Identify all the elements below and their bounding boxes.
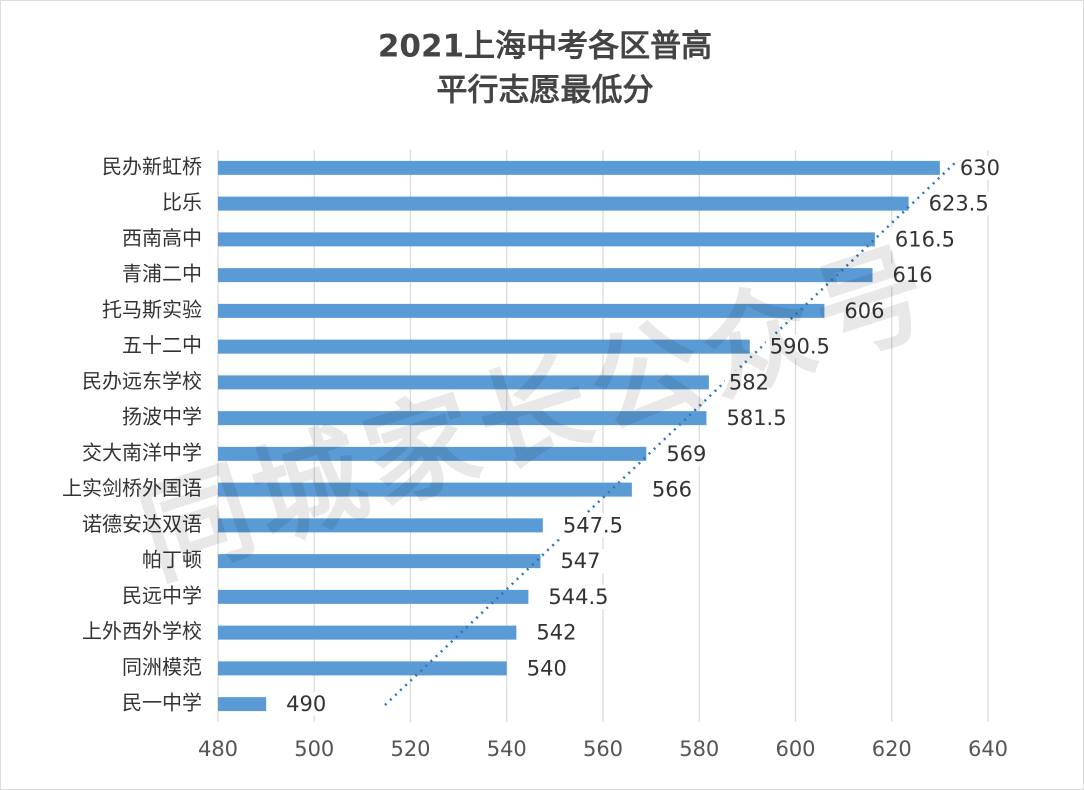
bar — [218, 160, 940, 175]
bar — [218, 446, 647, 461]
data-label: 582 — [729, 370, 769, 394]
x-tick-label: 600 — [775, 737, 815, 761]
data-label: 540 — [527, 656, 567, 680]
bar — [218, 268, 873, 283]
bar — [218, 232, 875, 247]
x-tick-label: 560 — [583, 737, 623, 761]
label-bg — [282, 692, 331, 717]
bar — [218, 375, 709, 390]
bar — [218, 554, 541, 569]
y-tick-label: 诺德安达双语 — [82, 512, 202, 536]
bar — [218, 697, 267, 712]
label-bg — [840, 298, 889, 323]
y-tick-label: 交大南洋中学 — [82, 440, 202, 464]
chart-title: 2021上海中考各区普高 — [378, 29, 712, 65]
label-bg — [662, 441, 711, 466]
y-tick-label: 西南高中 — [122, 226, 202, 250]
x-tick-label: 520 — [390, 737, 430, 761]
bar — [218, 661, 507, 676]
label-bg — [924, 191, 993, 216]
data-label: 616 — [893, 263, 933, 287]
data-label: 623.5 — [929, 192, 989, 216]
bar — [218, 589, 529, 604]
y-tick-label: 上实剑桥外国语 — [62, 476, 202, 500]
label-bg — [955, 155, 1004, 180]
label-bg — [647, 477, 696, 502]
x-tick-label: 540 — [487, 737, 527, 761]
data-label: 581.5 — [726, 406, 786, 430]
data-label: 547.5 — [563, 513, 623, 537]
labels: 民办新虹桥 630 比乐 623.5 西南高中 616.5 青浦二中 616 托马斯实验 606 五… — [62, 154, 1004, 717]
label-bg — [532, 620, 581, 645]
data-label: 606 — [844, 299, 884, 323]
data-label: 630 — [960, 156, 1000, 180]
data-label: 490 — [286, 692, 326, 716]
y-tick-label: 五十二中 — [122, 333, 202, 357]
y-tick-label: 扬波中学 — [122, 405, 202, 429]
label-bg — [765, 334, 834, 359]
data-label: 547 — [560, 549, 600, 573]
x-tick-label: 480 — [198, 737, 238, 761]
data-label: 544.5 — [548, 585, 608, 609]
y-tick-label: 民远中学 — [122, 583, 202, 607]
trend-line — [384, 159, 959, 706]
label-bg — [722, 406, 791, 431]
label-bg — [544, 584, 613, 609]
data-label: 542 — [536, 621, 576, 645]
y-tick-label: 托马斯实验 — [102, 297, 202, 321]
bar — [218, 339, 750, 354]
x-tick-label: 640 — [968, 737, 1008, 761]
label-bg — [558, 513, 627, 538]
data-label: 616.5 — [895, 227, 955, 251]
x-tick-label: 500 — [294, 737, 334, 761]
y-tick-label: 上外西外学校 — [82, 619, 202, 643]
y-tick-label: 比乐 — [162, 190, 202, 214]
label-bg — [888, 263, 937, 288]
x-tick-label: 580 — [679, 737, 719, 761]
y-tick-label: 民办远东学校 — [82, 369, 202, 393]
bars — [218, 160, 940, 712]
y-tick-label: 帕丁顿 — [142, 548, 202, 572]
label-bg — [724, 370, 773, 395]
label-bg — [890, 227, 960, 252]
bar — [218, 482, 632, 497]
y-tick-label: 同洲模范 — [122, 655, 202, 679]
bar — [218, 411, 707, 426]
label-bg — [522, 656, 571, 681]
bar — [218, 518, 543, 533]
bar — [218, 625, 517, 640]
x-tick-label: 620 — [872, 737, 912, 761]
y-tick-label: 青浦二中 — [122, 262, 202, 286]
y-tick-label: 民一中学 — [122, 691, 202, 715]
data-label: 569 — [666, 442, 706, 466]
chart-title: 平行志愿最低分 — [437, 73, 654, 109]
label-bg — [556, 549, 605, 574]
bar — [218, 196, 909, 211]
y-tick-label: 民办新虹桥 — [102, 154, 202, 178]
bar — [218, 303, 825, 318]
data-label: 566 — [652, 478, 692, 502]
data-label: 590.5 — [770, 335, 830, 359]
